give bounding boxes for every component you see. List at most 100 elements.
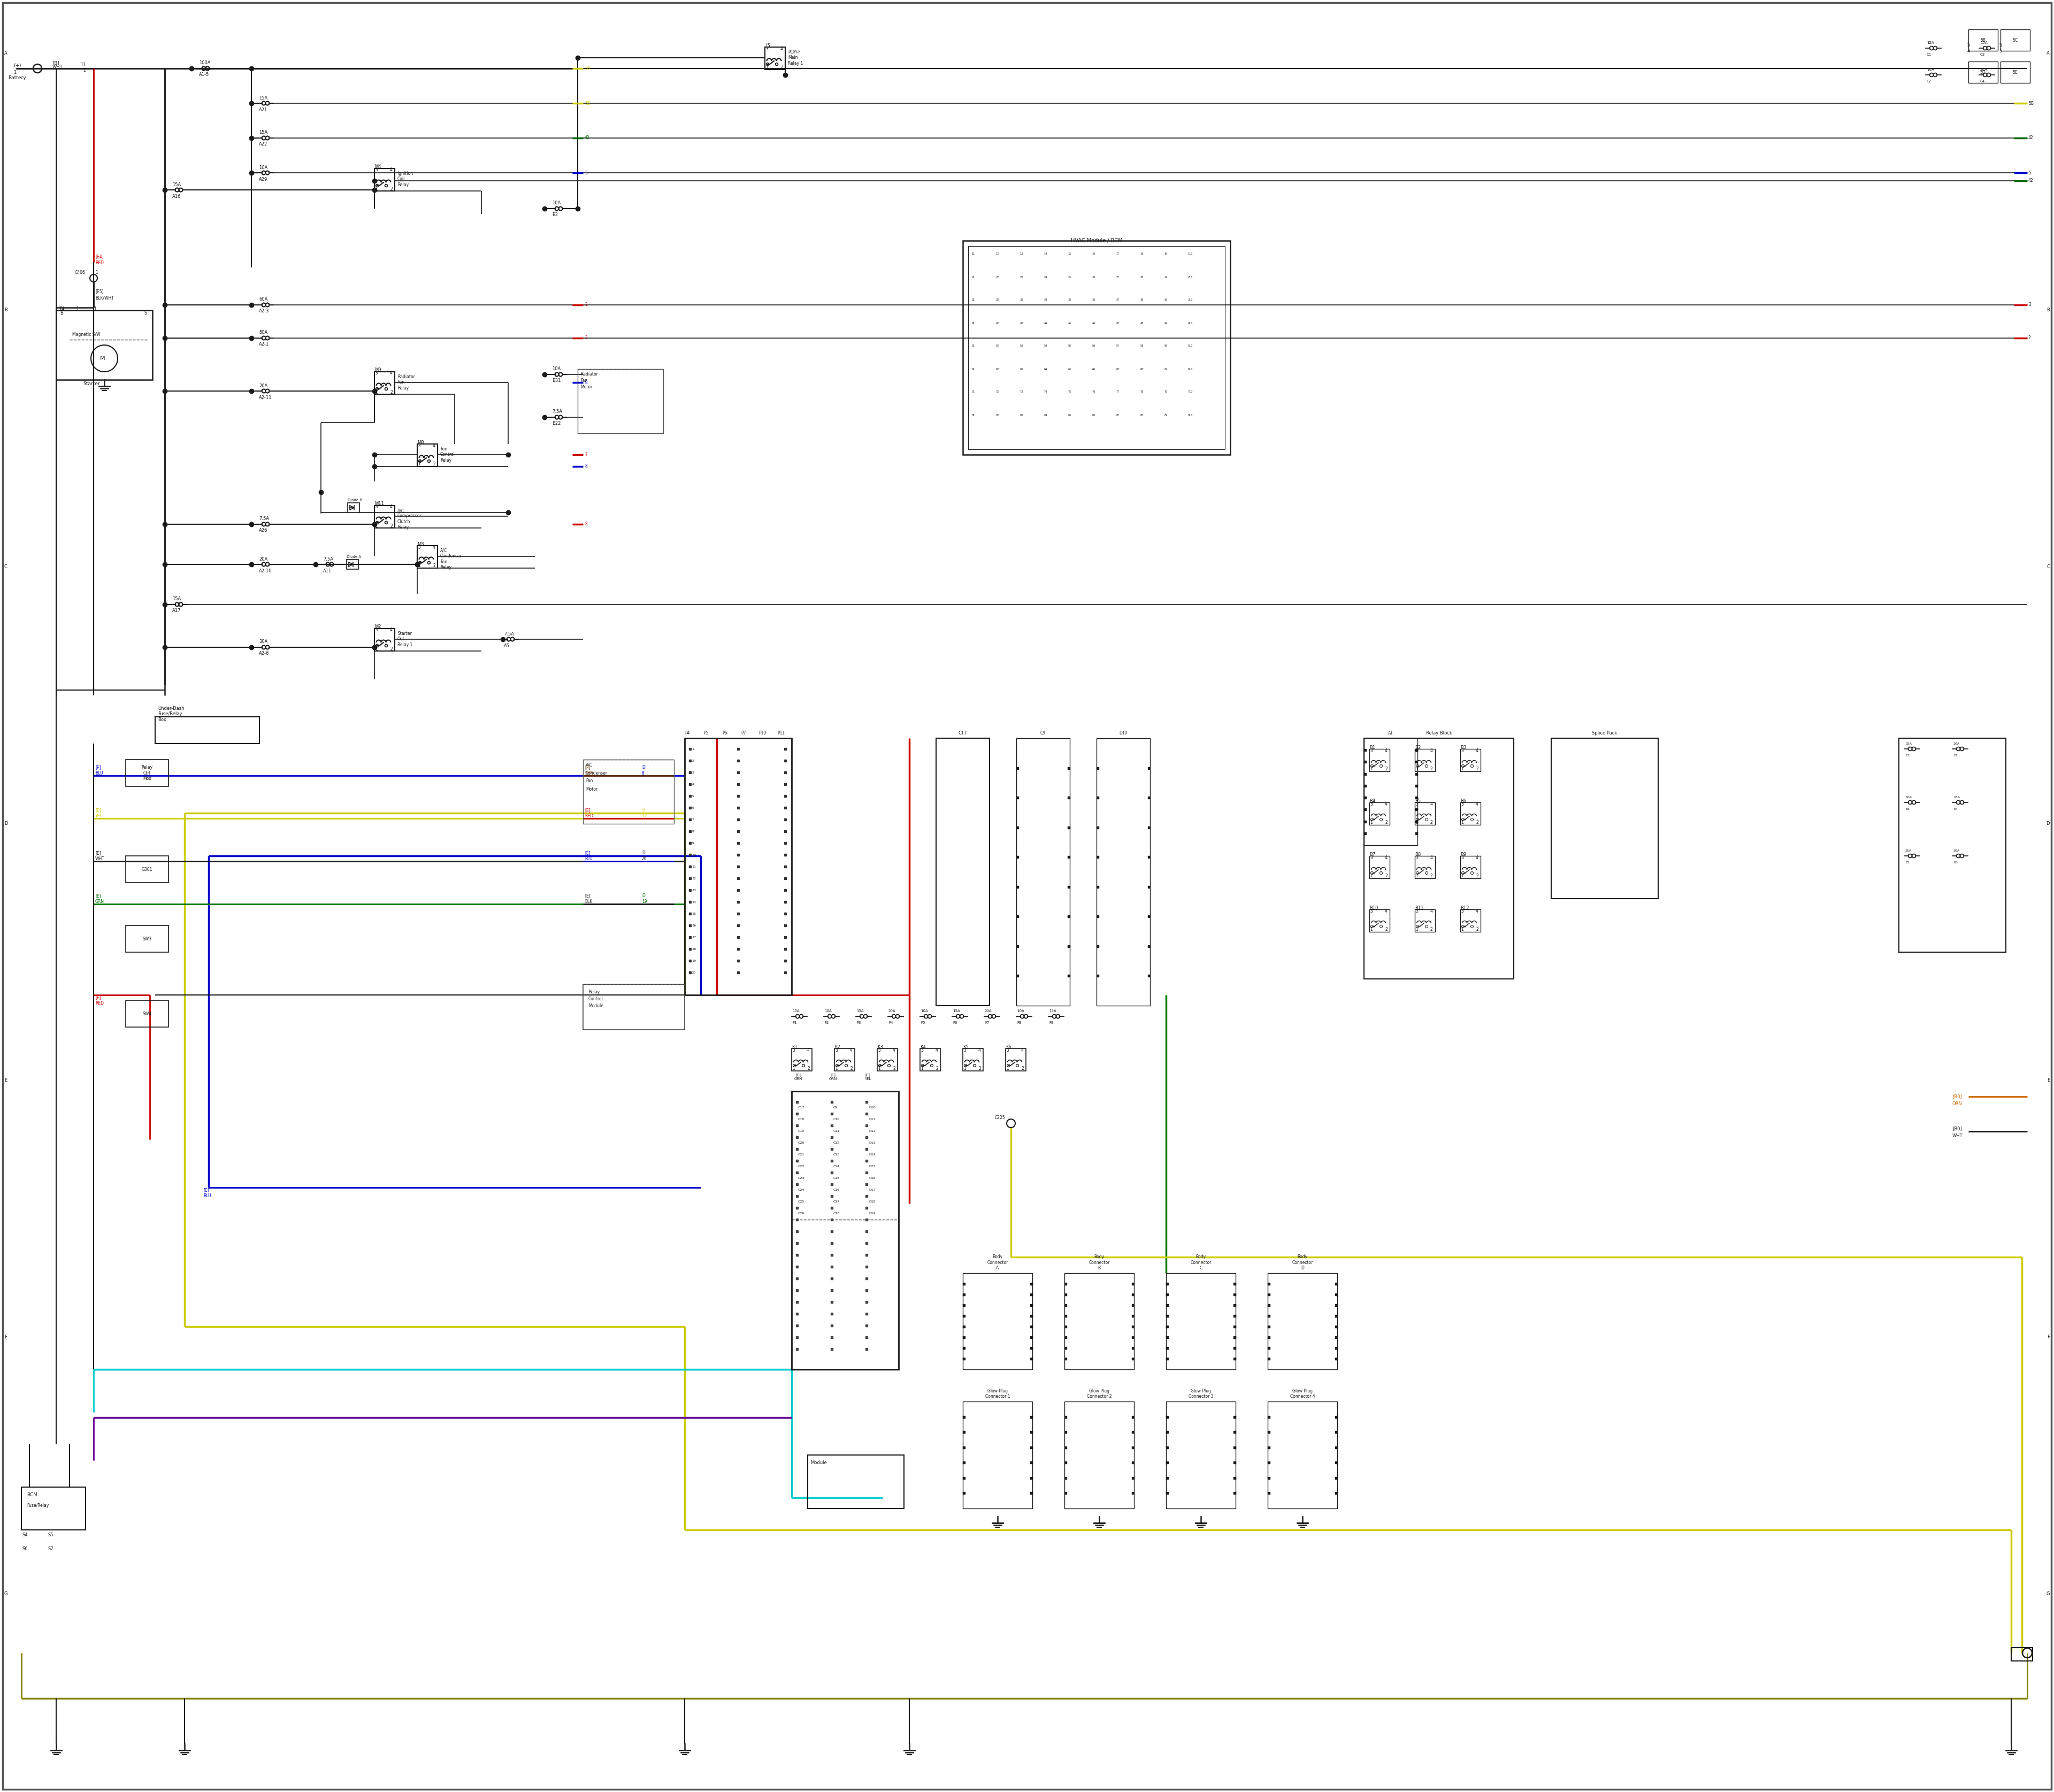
Bar [1415,909,1436,932]
Text: D: D [4,821,8,826]
Bar [834,1048,854,1072]
Text: 5: 5 [585,170,587,176]
Text: [B0]: [B0] [1953,1127,1962,1131]
Text: A22: A22 [259,142,267,147]
Text: 4: 4 [1475,855,1479,860]
Text: 4: 4 [1384,855,1386,860]
Text: 3: 3 [376,168,378,172]
Text: 4: 4 [807,1048,809,1052]
Bar [347,504,359,513]
Text: A: A [4,52,8,56]
Text: Fuse/Relay: Fuse/Relay [27,1503,49,1507]
Text: 43: 43 [1021,323,1023,324]
Text: Body
Connector
D: Body Connector D [1292,1254,1313,1271]
Bar [963,1272,1033,1369]
Text: 36: 36 [1093,299,1095,301]
Text: S7: S7 [47,1546,53,1552]
Text: A21: A21 [259,108,267,113]
Text: 4: 4 [433,545,435,550]
Text: A1: A1 [1389,731,1393,735]
Text: Radiator
Fan
Relay: Radiator Fan Relay [396,375,415,391]
Text: 5: 5 [2027,170,2031,176]
Text: C2: C2 [1927,79,1931,82]
Text: 87: 87 [1115,414,1119,416]
Text: 4: 4 [1475,801,1479,806]
Text: 4: 4 [781,47,783,52]
Text: M8: M8 [417,441,423,444]
Text: L5: L5 [764,43,770,48]
Text: 86: 86 [1093,414,1095,416]
Text: A2-6: A2-6 [259,650,269,656]
Text: 15A: 15A [173,183,181,186]
Text: 88: 88 [1140,414,1144,416]
Text: SW3: SW3 [142,937,152,941]
Bar [963,1048,984,1072]
Text: M4: M4 [374,165,382,168]
Bar [920,1048,941,1072]
Text: 58: 58 [1140,344,1144,348]
Text: E2: E2 [1953,754,1957,756]
Text: 5B: 5B [1980,38,1986,43]
Text: 2: 2 [1430,767,1434,772]
Text: 54: 54 [1043,344,1048,348]
Text: D
12: D 12 [641,808,647,819]
Text: 10A: 10A [553,201,561,206]
Text: Diode B: Diode B [347,498,362,502]
Text: M11: M11 [374,502,384,507]
Text: 3: 3 [417,443,421,448]
Text: C11: C11 [834,1129,840,1133]
Text: 17: 17 [692,935,696,939]
Text: Splice Pack: Splice Pack [1592,731,1616,735]
Text: 83: 83 [1021,414,1023,416]
Bar [1370,909,1391,932]
Text: [B]: [B] [53,61,60,66]
Text: Glow Plug
Connector 3: Glow Plug Connector 3 [1189,1389,1214,1400]
Text: 4: 4 [1430,801,1434,806]
Text: M3: M3 [417,541,423,547]
Text: 42: 42 [585,136,589,140]
Bar [1460,749,1481,771]
Text: C14: C14 [834,1165,840,1167]
Text: 1: 1 [1370,926,1372,932]
Text: 3: 3 [920,1048,922,1052]
Text: 4: 4 [850,1048,852,1052]
Text: 20A: 20A [259,383,267,389]
Bar [1898,738,2007,952]
Text: Fan
Control
Relay: Fan Control Relay [440,446,456,462]
Text: P7: P7 [741,731,746,735]
Text: 8: 8 [585,521,587,527]
Text: 26: 26 [1093,276,1095,278]
Text: 3: 3 [585,303,587,306]
Text: 2: 2 [1384,821,1386,824]
Text: 1: 1 [1460,767,1462,772]
Text: 39: 39 [1165,299,1169,301]
Text: 4: 4 [893,1048,896,1052]
Text: R4: R4 [1370,799,1376,803]
Text: E: E [4,1079,6,1082]
Text: 20A: 20A [259,557,267,561]
Text: (+): (+) [14,63,21,68]
Text: F7: F7 [984,1021,990,1025]
Text: 42: 42 [2027,136,2033,140]
Text: 10A: 10A [1927,68,1935,72]
Text: Module: Module [587,1004,604,1009]
Text: [E]
WHT: [E] WHT [94,851,105,862]
Text: E6: E6 [1953,860,1957,864]
Text: 66: 66 [1093,367,1095,371]
Text: A2-3: A2-3 [259,308,269,314]
Text: R7: R7 [1370,851,1376,857]
Text: 4: 4 [1384,801,1386,806]
Text: 610: 610 [1187,367,1193,371]
Text: S4: S4 [23,1532,29,1538]
Text: D17: D17 [869,1188,875,1192]
Text: 24: 24 [1043,276,1048,278]
Text: PCM-F
Main
Relay 1: PCM-F Main Relay 1 [789,50,803,66]
Text: F9: F9 [1050,1021,1054,1025]
Text: 2: 2 [807,1066,809,1072]
Text: 74: 74 [1043,391,1048,394]
Text: C17: C17 [959,731,967,735]
Text: 30A: 30A [259,640,267,645]
Text: 31: 31 [972,299,976,301]
Bar [1370,749,1391,771]
Text: BLK/WHT: BLK/WHT [94,296,113,301]
